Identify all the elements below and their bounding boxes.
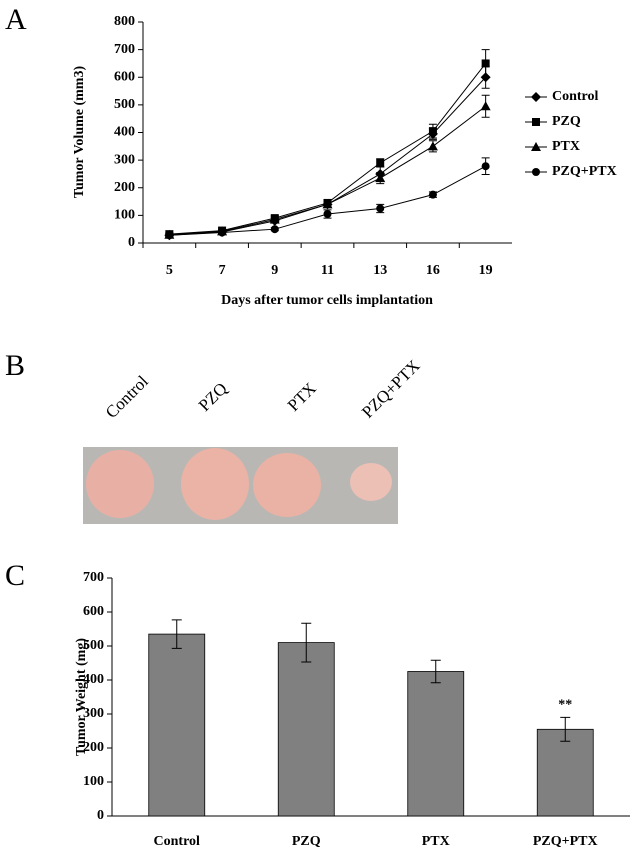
y-tick-label: 600 bbox=[114, 69, 135, 84]
x-tick-label: PTX bbox=[422, 834, 450, 849]
panel-label: B bbox=[5, 349, 25, 382]
marker bbox=[218, 228, 227, 237]
photo-label: PZQ+PTX bbox=[358, 356, 424, 422]
x-tick-label: 7 bbox=[219, 263, 226, 278]
panel-label: C bbox=[5, 559, 25, 592]
y-tick-label: 500 bbox=[114, 97, 135, 112]
photo-label: PZQ bbox=[195, 379, 231, 415]
y-tick-label: 200 bbox=[83, 740, 104, 755]
marker bbox=[481, 162, 490, 171]
y-tick-label: 200 bbox=[114, 180, 135, 195]
bar bbox=[148, 633, 206, 817]
x-tick-label: 9 bbox=[271, 263, 278, 278]
bar bbox=[407, 671, 465, 817]
error-bar bbox=[560, 716, 571, 742]
panel-label: A bbox=[5, 3, 27, 36]
error-bar bbox=[430, 659, 441, 684]
bar bbox=[536, 728, 594, 817]
marker bbox=[428, 127, 437, 136]
marker bbox=[269, 214, 280, 224]
marker bbox=[480, 101, 491, 111]
legend-label: PZQ+PTX bbox=[552, 164, 617, 179]
photo bbox=[83, 447, 398, 524]
marker bbox=[322, 199, 333, 209]
y-tick-label: 300 bbox=[114, 152, 135, 167]
y-tick-label: 700 bbox=[83, 570, 104, 585]
y-tick-label: 800 bbox=[114, 14, 135, 29]
y-tick-label: 100 bbox=[114, 208, 135, 223]
x-tick-label: 16 bbox=[426, 263, 440, 278]
y-tick-label: 400 bbox=[114, 125, 135, 140]
marker bbox=[375, 173, 386, 183]
marker bbox=[376, 158, 385, 167]
marker bbox=[427, 141, 438, 151]
photo-label: PTX bbox=[284, 379, 320, 415]
x-tick-label: 5 bbox=[166, 263, 173, 278]
legend-label: PTX bbox=[552, 139, 580, 154]
legend-label: Control bbox=[552, 89, 599, 104]
y-tick-label: 700 bbox=[114, 42, 135, 57]
tumor bbox=[253, 453, 321, 517]
photo-label: Control bbox=[102, 372, 152, 422]
tumor bbox=[181, 448, 249, 520]
tumor bbox=[350, 463, 392, 501]
x-tick-label: 13 bbox=[373, 263, 387, 278]
marker bbox=[165, 231, 174, 240]
y-axis-label: Tumor Volume (mm3) bbox=[72, 66, 87, 199]
marker bbox=[532, 118, 540, 126]
y-tick-label: 100 bbox=[83, 774, 104, 789]
y-tick-label: 600 bbox=[83, 604, 104, 619]
x-tick-label: 11 bbox=[321, 263, 334, 278]
x-tick-label: 19 bbox=[479, 263, 493, 278]
marker bbox=[531, 142, 541, 151]
marker bbox=[532, 168, 540, 176]
marker bbox=[531, 92, 541, 102]
tumor bbox=[86, 450, 154, 518]
x-tick-label: PZQ+PTX bbox=[533, 834, 598, 849]
annotation: ** bbox=[558, 698, 572, 713]
bar bbox=[277, 642, 335, 817]
x-tick-label: PZQ bbox=[292, 834, 321, 849]
y-tick-label: 0 bbox=[128, 235, 135, 250]
y-axis-label: Tumor Weight (mg) bbox=[74, 638, 89, 756]
marker bbox=[376, 204, 385, 213]
y-tick-label: 0 bbox=[97, 808, 104, 823]
x-tick-label: Control bbox=[154, 834, 201, 849]
marker bbox=[270, 225, 279, 234]
y-tick-label: 500 bbox=[83, 638, 104, 653]
y-tick-label: 400 bbox=[83, 672, 104, 687]
x-axis-label: Days after tumor cells implantation bbox=[221, 293, 433, 308]
marker bbox=[481, 59, 490, 68]
marker bbox=[323, 209, 332, 218]
marker bbox=[428, 190, 437, 199]
error-bar bbox=[171, 619, 182, 649]
error-bar bbox=[301, 622, 312, 663]
legend-label: PZQ bbox=[552, 114, 581, 129]
y-tick-label: 300 bbox=[83, 706, 104, 721]
